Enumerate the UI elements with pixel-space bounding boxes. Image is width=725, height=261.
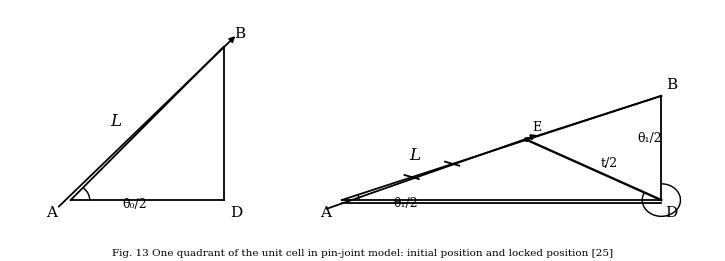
Text: B: B	[234, 27, 245, 40]
Text: θ₁/2: θ₁/2	[637, 132, 662, 145]
Text: A: A	[320, 206, 331, 221]
Text: L: L	[409, 147, 420, 164]
Text: B: B	[666, 78, 677, 92]
Text: A: A	[46, 206, 57, 221]
Text: D: D	[231, 206, 243, 221]
Text: L: L	[110, 113, 121, 130]
Text: Fig. 13 One quadrant of the unit cell in pin-joint model: initial position and l: Fig. 13 One quadrant of the unit cell in…	[112, 250, 613, 258]
Text: θ₀/2: θ₀/2	[123, 198, 147, 211]
Text: t/2: t/2	[600, 157, 618, 170]
Text: θ₁/2: θ₁/2	[394, 197, 418, 210]
Text: D: D	[665, 206, 677, 221]
Text: E: E	[533, 121, 542, 134]
